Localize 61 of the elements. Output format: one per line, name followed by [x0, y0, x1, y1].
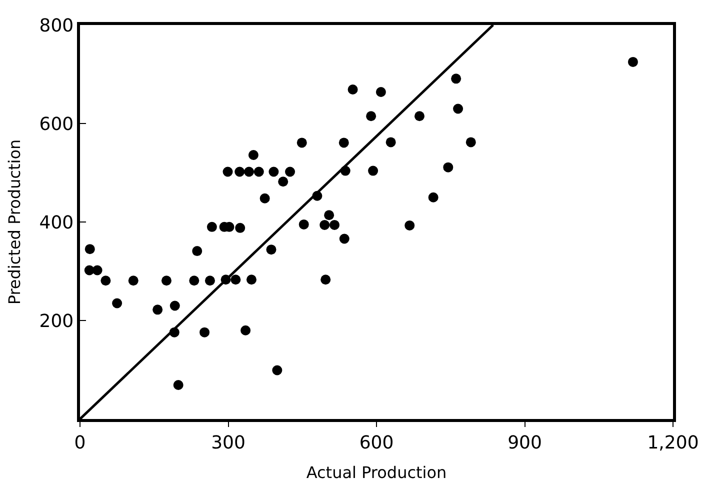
- point: [443, 162, 454, 172]
- point: [235, 222, 246, 233]
- point: [268, 166, 279, 177]
- y-tick-label: 200: [39, 310, 74, 332]
- x-tick-label: 1,200: [647, 432, 699, 454]
- point: [192, 246, 202, 256]
- point: [272, 365, 282, 376]
- point: [428, 192, 438, 202]
- point: [244, 166, 254, 177]
- point: [368, 166, 378, 176]
- point: [254, 166, 264, 177]
- x-axis-title: Actual Production: [306, 463, 447, 482]
- point: [628, 56, 638, 67]
- point: [451, 74, 462, 84]
- point: [466, 137, 476, 148]
- point: [234, 166, 245, 177]
- point: [248, 150, 258, 160]
- point: [200, 327, 210, 338]
- point: [339, 234, 350, 244]
- point: [260, 193, 270, 204]
- point: [338, 138, 349, 148]
- point: [240, 325, 251, 336]
- point: [100, 276, 111, 286]
- point: [404, 220, 415, 230]
- y-tick-label: 400: [39, 212, 74, 234]
- point: [386, 137, 396, 148]
- point: [298, 219, 309, 230]
- point: [266, 244, 276, 255]
- y-tick-label: 600: [39, 114, 74, 135]
- point: [204, 276, 215, 286]
- point: [453, 104, 464, 114]
- point: [152, 304, 163, 315]
- point: [320, 274, 331, 285]
- point: [161, 276, 172, 286]
- point: [285, 166, 296, 177]
- point: [330, 220, 340, 230]
- point: [348, 84, 358, 95]
- point: [170, 300, 180, 311]
- point: [84, 244, 95, 254]
- x-tick-label: 600: [359, 432, 394, 454]
- x-tick-label: 300: [211, 432, 246, 454]
- point: [366, 111, 376, 122]
- point: [320, 220, 330, 230]
- x-tick-label: 0: [74, 432, 86, 454]
- point: [173, 380, 184, 390]
- point: [112, 298, 122, 308]
- point: [206, 222, 217, 232]
- point: [414, 111, 424, 122]
- point: [189, 276, 200, 286]
- point: [92, 265, 102, 276]
- point: [246, 274, 256, 285]
- point: [222, 166, 233, 177]
- point: [324, 210, 334, 220]
- x-tick-label: 900: [508, 432, 542, 454]
- point: [296, 138, 307, 148]
- point: [278, 176, 288, 187]
- point: [128, 276, 138, 286]
- y-axis-title: Predicted Production: [5, 139, 24, 305]
- point: [376, 86, 386, 97]
- y-tick-label: 800: [39, 15, 74, 36]
- point: [230, 274, 241, 285]
